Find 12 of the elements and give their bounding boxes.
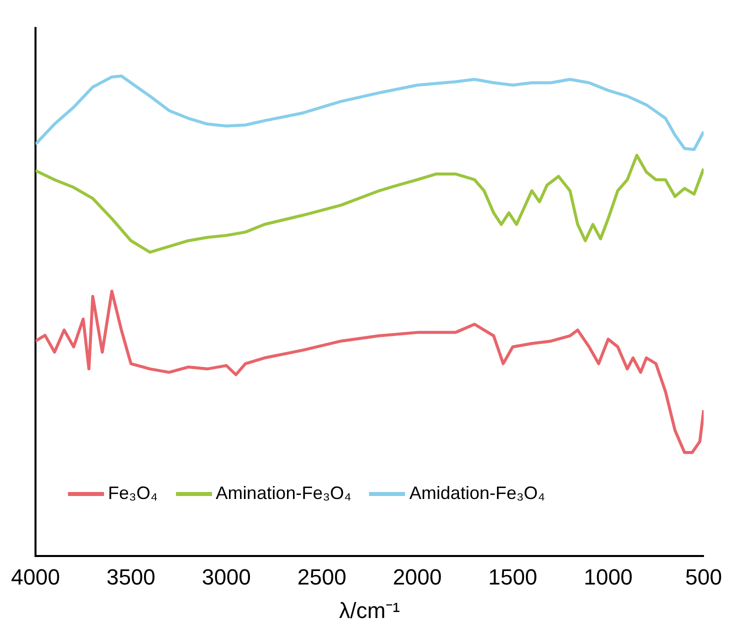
x-tick-label: 4000 <box>10 564 60 590</box>
x-tick-label: 3500 <box>106 564 156 590</box>
x-tick-label: 3000 <box>202 564 251 590</box>
x-axis-title: λ/cm⁻¹ <box>339 598 400 623</box>
x-tick-label: 2500 <box>297 564 346 590</box>
legend-label: Amination-Fe₃O₄ <box>216 483 352 504</box>
x-tick-label: 2000 <box>392 564 442 590</box>
legend-label: Amidation-Fe₃O₄ <box>409 483 546 504</box>
x-tick-label: 1000 <box>584 564 633 590</box>
legend-label: Fe₃O₄ <box>108 483 158 504</box>
x-tick-label: 500 <box>685 564 722 590</box>
x-tick-label: 1500 <box>488 564 538 590</box>
